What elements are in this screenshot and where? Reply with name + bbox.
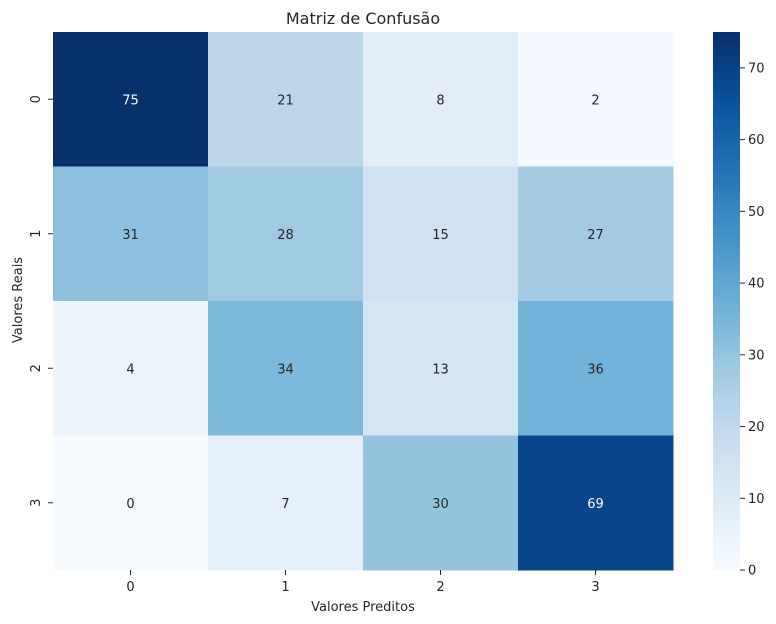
heatmap-cell-r1-c2 bbox=[363, 166, 519, 302]
colorbar-tick-label: 60 bbox=[748, 133, 765, 148]
x-tick-label: 0 bbox=[126, 580, 134, 595]
y-tick-label: 0 bbox=[29, 95, 44, 103]
heatmap-cell-r0-c0 bbox=[53, 32, 209, 167]
cell-value-r2-c1: 34 bbox=[277, 362, 294, 377]
x-tick-label: 3 bbox=[591, 580, 599, 595]
heatmap-cell-r0-c1 bbox=[208, 32, 364, 167]
colorbar-tick-label: 10 bbox=[748, 492, 765, 507]
heatmap-cell-r1-c1 bbox=[208, 166, 364, 302]
colorbar-tick-label: 30 bbox=[748, 348, 765, 363]
cell-value-r3-c3: 69 bbox=[587, 497, 604, 512]
x-axis-ticks: 0 1 2 3 bbox=[126, 570, 600, 595]
cell-value-r3-c0: 0 bbox=[126, 497, 134, 512]
x-axis-title: Valores Preditos bbox=[311, 600, 415, 615]
cell-value-r3-c1: 7 bbox=[281, 497, 289, 512]
colorbar-tick-label: 70 bbox=[748, 61, 765, 76]
heatmap-cell-r0-c2 bbox=[363, 32, 519, 167]
heatmap-cell-r1-c0 bbox=[53, 166, 209, 302]
cell-value-r3-c2: 30 bbox=[432, 497, 449, 512]
colorbar-tick-label: 20 bbox=[748, 420, 765, 435]
y-tick-label: 3 bbox=[29, 499, 44, 507]
y-axis-title: Valores Reais bbox=[11, 257, 26, 343]
y-axis-ticks: 0 1 2 3 bbox=[29, 95, 53, 507]
heatmap-cell-r0-c3 bbox=[518, 32, 674, 167]
x-tick-label: 2 bbox=[436, 580, 444, 595]
colorbar bbox=[713, 32, 740, 570]
heatmap-cell-r2-c1 bbox=[208, 301, 364, 436]
cell-value-r2-c0: 4 bbox=[126, 362, 134, 377]
colorbar-tick-label: 0 bbox=[748, 564, 756, 579]
cell-value-r0-c3: 2 bbox=[591, 93, 599, 108]
heatmap-cell-r1-c3 bbox=[518, 166, 674, 302]
cell-value-r1-c0: 31 bbox=[122, 228, 139, 243]
chart-title: Matriz de Confusão bbox=[286, 9, 440, 28]
heatmap-cell-r3-c3 bbox=[518, 435, 674, 571]
cell-value-r2-c3: 36 bbox=[587, 362, 604, 377]
cell-value-r0-c1: 21 bbox=[277, 93, 294, 108]
cell-value-r0-c0: 75 bbox=[122, 93, 139, 108]
cell-value-r1-c2: 15 bbox=[432, 228, 449, 243]
x-tick-label: 1 bbox=[281, 580, 289, 595]
heatmap-cell-labels: 75 21 8 2 31 28 15 27 4 34 13 36 0 7 30 69 bbox=[122, 93, 604, 512]
y-tick-label: 2 bbox=[29, 364, 44, 372]
y-tick-label: 1 bbox=[29, 230, 44, 238]
cell-value-r2-c2: 13 bbox=[432, 362, 449, 377]
cell-value-r1-c1: 28 bbox=[277, 228, 294, 243]
heatmap-cell-r3-c0 bbox=[53, 435, 209, 571]
heatmap-cell-r3-c1 bbox=[208, 435, 364, 571]
heatmap-cell-r3-c2 bbox=[363, 435, 519, 571]
heatmap-cell-r2-c3 bbox=[518, 301, 674, 436]
heatmap-cell-r2-c0 bbox=[53, 301, 209, 436]
colorbar-tick-label: 50 bbox=[748, 205, 765, 220]
heatmap-cells bbox=[53, 32, 674, 571]
heatmap-cell-r2-c2 bbox=[363, 301, 519, 436]
cell-value-r1-c3: 27 bbox=[587, 228, 604, 243]
colorbar-ticks: 0 10 20 30 40 50 60 70 bbox=[740, 61, 765, 579]
colorbar-tick-label: 40 bbox=[748, 277, 765, 292]
cell-value-r0-c2: 8 bbox=[436, 93, 444, 108]
